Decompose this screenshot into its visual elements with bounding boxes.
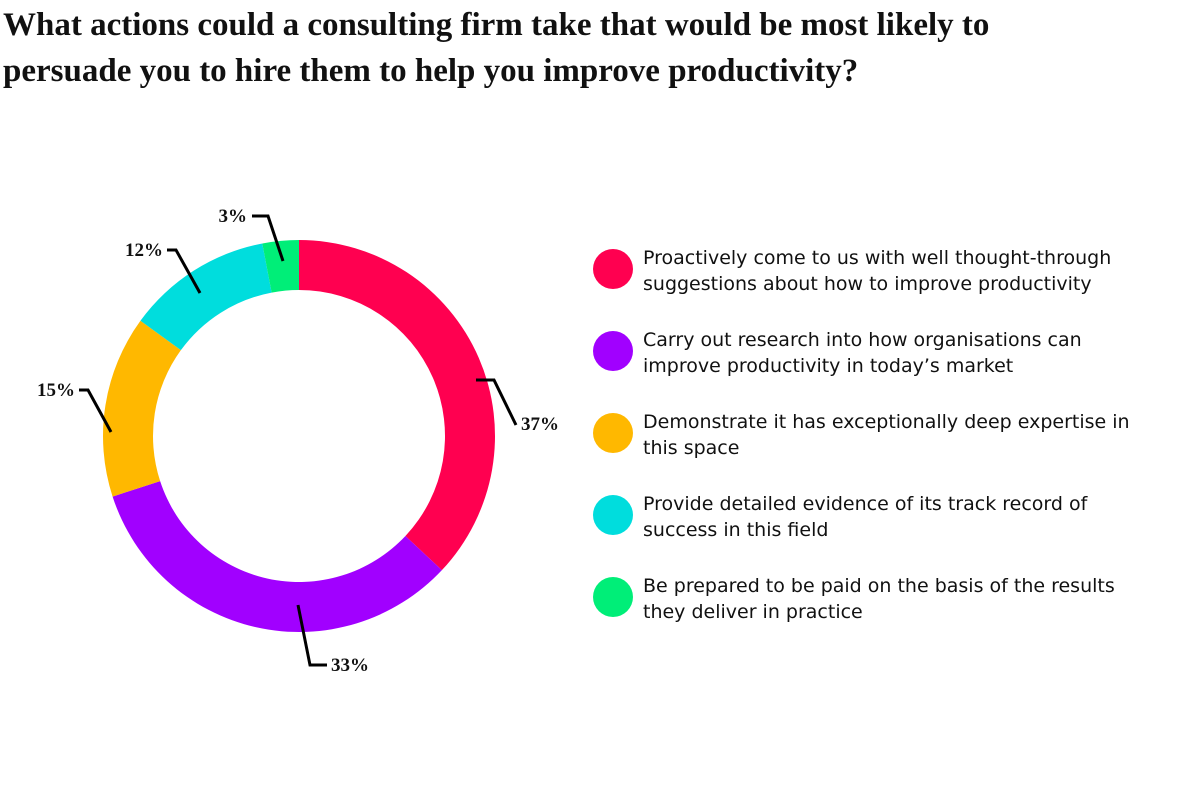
data-label: 33% — [331, 655, 369, 676]
legend-label: Carry out research into how organisation… — [643, 327, 1082, 379]
legend-swatch — [593, 331, 633, 371]
legend-label-line: improve productivity in today’s market — [643, 355, 1014, 377]
legend-label-line: Be prepared to be paid on the basis of t… — [643, 575, 1115, 597]
legend-swatch — [593, 249, 633, 289]
leader-line — [252, 214, 285, 262]
legend-label-line: this space — [643, 437, 740, 459]
data-label: 15% — [37, 380, 75, 401]
legend-swatch — [593, 413, 633, 453]
data-label: 12% — [125, 240, 163, 261]
legend-label-line: Carry out research into how organisation… — [643, 329, 1082, 351]
leader-line — [296, 604, 327, 667]
legend-label-line: suggestions about how to improve product… — [643, 273, 1092, 295]
donut-slice — [140, 243, 272, 351]
legend-label: Proactively come to us with well thought… — [643, 245, 1111, 297]
legend-label: Provide detailed evidence of its track r… — [643, 491, 1087, 543]
donut-slice — [299, 240, 495, 571]
chart-title: What actions could a consulting firm tak… — [3, 7, 990, 89]
donut-slice — [103, 320, 181, 497]
legend-label-line: success in this field — [643, 519, 829, 541]
legend-swatch — [593, 495, 633, 535]
leader-line — [79, 388, 113, 433]
legend-label-line: Provide detailed evidence of its track r… — [643, 493, 1088, 515]
donut-slice — [112, 481, 442, 632]
legend-label: Demonstrate it has exceptionally deep ex… — [643, 409, 1130, 461]
data-label: 3% — [219, 206, 248, 227]
leader-line — [167, 248, 202, 294]
legend-label: Be prepared to be paid on the basis of t… — [643, 573, 1115, 625]
data-label: 37% — [521, 414, 559, 435]
leader-line — [476, 378, 518, 426]
legend-label-line: they deliver in practice — [643, 601, 863, 623]
legend-label-line: Proactively come to us with well thought… — [643, 247, 1112, 269]
legend-swatch — [593, 577, 633, 617]
legend-label-line: Demonstrate it has exceptionally deep ex… — [643, 411, 1130, 433]
donut-slice — [262, 240, 299, 293]
